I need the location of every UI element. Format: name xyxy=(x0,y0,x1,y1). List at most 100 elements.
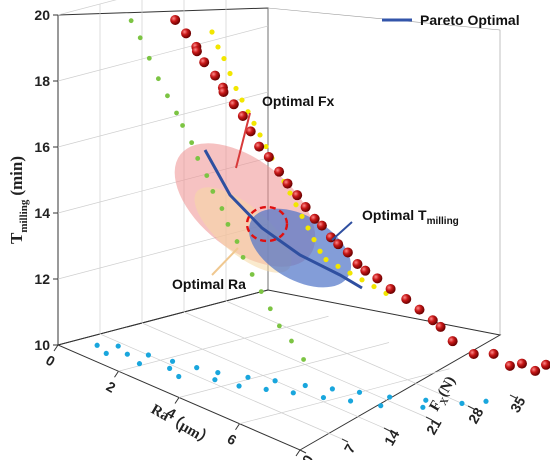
pareto-point xyxy=(360,265,371,276)
ra-tick-mark xyxy=(174,397,180,404)
pareto-point xyxy=(218,86,229,97)
z-tick-label: 10 xyxy=(34,337,50,353)
fx-tick-mark xyxy=(341,438,349,443)
blue-point xyxy=(167,365,173,371)
blue-point xyxy=(124,351,130,357)
green-point xyxy=(180,123,185,128)
yellow-point xyxy=(347,270,353,276)
green-point xyxy=(249,272,255,277)
yellow-point xyxy=(251,120,257,126)
blue-point xyxy=(459,400,465,406)
yellow-point xyxy=(215,44,221,50)
z-tick-label: 16 xyxy=(34,139,50,155)
green-point xyxy=(195,156,201,161)
legend: Pareto Optimal xyxy=(382,12,520,28)
pareto-point xyxy=(292,190,303,201)
blue-point xyxy=(302,382,308,389)
pareto-point xyxy=(427,315,438,326)
yellow-point xyxy=(227,70,233,77)
pareto-point xyxy=(316,220,327,231)
ra-tick-mark xyxy=(114,370,119,378)
green-point xyxy=(301,357,306,362)
blue-point xyxy=(290,390,296,396)
blue-point xyxy=(115,343,121,349)
yellow-point xyxy=(359,277,365,283)
ra-tick-mark xyxy=(53,344,59,352)
green-point xyxy=(289,338,294,344)
yellow-point xyxy=(233,85,239,92)
z-axis-label-main: T xyxy=(7,232,26,244)
yellow-point xyxy=(299,213,305,219)
fx-axis-label-unit: (N) xyxy=(435,374,459,400)
blue-point xyxy=(212,377,218,383)
pareto-point xyxy=(516,358,527,369)
projection-ra-t-points xyxy=(128,18,306,362)
z-tick-label: 20 xyxy=(34,7,50,23)
pareto-point xyxy=(210,70,221,81)
fx-axis-ticks: 0 7 14 21 28 35 xyxy=(299,394,529,460)
green-point xyxy=(276,323,282,329)
green-point xyxy=(204,173,210,178)
fx-tick-mark xyxy=(299,449,307,454)
z-tick-label: 18 xyxy=(34,73,50,89)
green-point xyxy=(210,189,216,194)
fx-tick-mark xyxy=(509,394,517,399)
leader-optimal-t xyxy=(331,221,353,241)
blue-point xyxy=(483,398,489,404)
annotation-optimal-ra: Optimal Ra xyxy=(172,276,246,292)
ra-tick-label: 2 xyxy=(104,378,119,396)
pareto-point xyxy=(170,14,181,25)
pareto-point xyxy=(541,359,550,370)
pareto-point xyxy=(228,99,239,110)
pareto-point xyxy=(447,336,458,347)
fx-tick-mark xyxy=(425,416,433,421)
pareto-point xyxy=(274,166,285,177)
ra-tick-mark xyxy=(295,449,301,457)
z-axis-ticks: 10 12 14 16 18 20 xyxy=(34,7,58,353)
pareto-point xyxy=(488,348,499,359)
green-point xyxy=(146,55,152,61)
green-point xyxy=(189,140,195,146)
blue-point xyxy=(103,350,109,357)
blue-point xyxy=(136,361,143,367)
pareto-point xyxy=(181,28,192,39)
green-point xyxy=(174,110,179,116)
z-axis-label-sub: milling xyxy=(18,199,30,233)
pareto-point xyxy=(385,283,396,294)
green-point xyxy=(128,18,134,24)
grid-line-floor-ra xyxy=(118,315,329,372)
pareto-point xyxy=(237,111,248,122)
yellow-point xyxy=(209,29,215,35)
blue-point xyxy=(245,374,251,380)
green-point xyxy=(240,254,246,260)
fx-tick-label: 21 xyxy=(423,416,445,438)
blue-point xyxy=(194,365,200,371)
green-point xyxy=(234,239,240,244)
ra-tick-label: 0 xyxy=(43,352,58,370)
blue-point xyxy=(236,383,242,389)
green-point xyxy=(155,76,161,82)
pareto-point xyxy=(530,365,541,376)
blue-point xyxy=(272,378,278,384)
pareto-point xyxy=(342,247,353,258)
ra-tick-label: 6 xyxy=(225,431,240,449)
blue-point xyxy=(378,403,384,409)
fx-tick-label: 28 xyxy=(465,405,487,427)
yellow-point xyxy=(317,248,323,254)
blue-point xyxy=(145,352,151,358)
pareto-point xyxy=(401,293,412,304)
z-axis-label-unit: (min) xyxy=(7,156,26,196)
pareto-point xyxy=(263,151,274,162)
projection-ra-fx-points xyxy=(94,342,489,410)
fx-tick-mark xyxy=(467,405,475,410)
blue-point xyxy=(263,386,269,393)
pareto-point xyxy=(245,126,256,137)
pareto-point xyxy=(352,259,363,270)
pareto-front-line xyxy=(203,149,363,290)
fx-tick-mark xyxy=(383,427,391,432)
green-point xyxy=(267,306,273,312)
blue-point xyxy=(423,397,429,403)
pareto-point xyxy=(468,348,479,359)
yellow-point xyxy=(305,225,311,231)
ra-tick-label: 8 xyxy=(285,457,300,460)
